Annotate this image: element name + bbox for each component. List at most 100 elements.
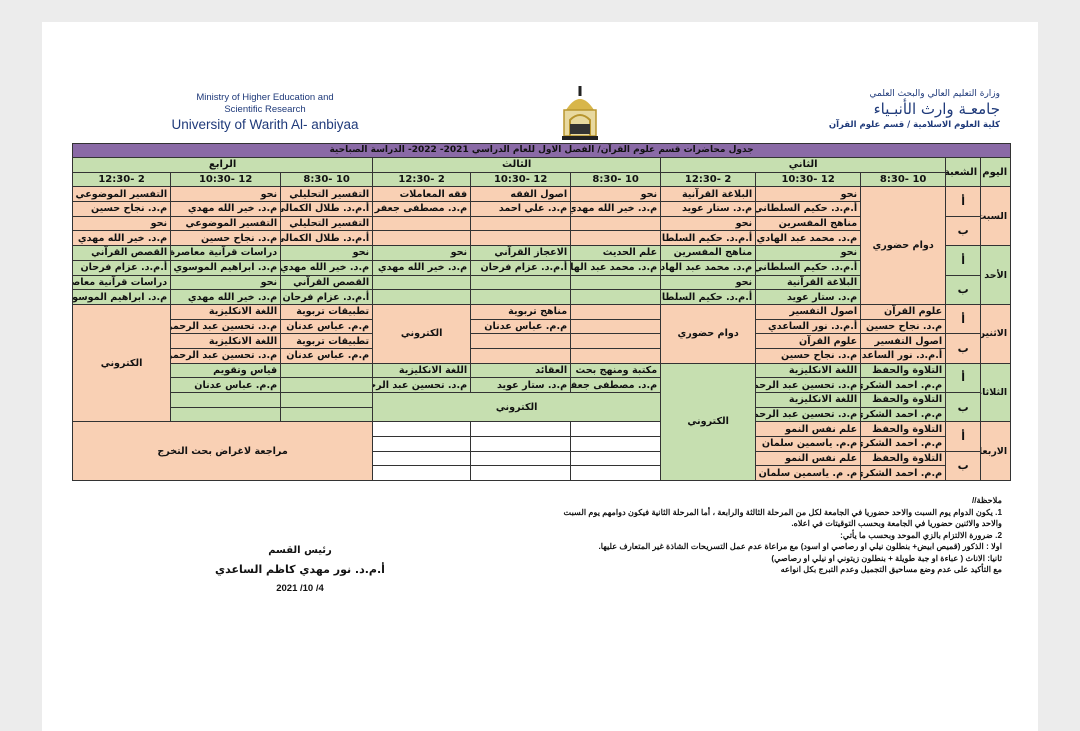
section-cell: أ	[945, 362, 982, 394]
subject-cell: اللغة الانكليزية	[755, 362, 862, 379]
stage-header: الرابع	[71, 157, 374, 173]
teacher-cell: م.د. خير الله مهدي	[570, 201, 662, 217]
teacher-cell: م.د. خير الله مهدي	[170, 289, 282, 305]
teacher-cell	[570, 347, 662, 364]
day-column-header: اليوم	[980, 156, 1012, 188]
subject-cell: اللغة الانكليزية	[170, 333, 282, 349]
teacher-cell	[470, 230, 572, 247]
subject-row: الأحد أ نحو مناهج المفسرين علم الحديث الاعجاز…	[71, 245, 1012, 305]
teacher-cell: م.د. ستار عويد	[470, 377, 572, 393]
subject-row: ب التلاوة والحفظ علم نفس النمو	[73, 450, 1011, 482]
subject-cell: علم نفس النمو	[755, 450, 862, 467]
teacher-row: أ.م.د. نور الساعدي م.د. نجاح حسين م.م. عبا…	[73, 347, 1011, 364]
section-cell: أ	[945, 186, 982, 217]
teacher-cell: م.د. نجاح حسين	[170, 230, 282, 247]
teacher-cell	[372, 436, 472, 452]
section-cell: ب	[945, 333, 982, 364]
teacher-cell: أ.م.د. نور الساعدي	[860, 347, 947, 364]
section-cell: أ	[945, 245, 982, 276]
subject-cell	[170, 392, 282, 408]
section-cell: ب	[945, 215, 982, 247]
teacher-cell: م.د. ستار عويد	[660, 201, 757, 217]
section-cell: ب	[945, 274, 982, 305]
teacher-cell: أ.م.د. طلال الكمالي	[280, 201, 374, 217]
teacher-cell: م.د. تحسين عبد الرحمن	[372, 377, 472, 393]
teacher-cell: أ.م.د. حكيم السلطاني	[660, 289, 757, 305]
teacher-cell	[470, 347, 572, 364]
subject-cell: التلاوة والحفظ	[860, 392, 947, 408]
subject-cell: دراسات قرآنية معاصرة	[170, 245, 282, 261]
teacher-cell: م.د. خير الله مهدي	[372, 259, 472, 276]
teacher-cell: م.م. احمد الشكري	[860, 436, 947, 452]
section-cell: ب	[945, 450, 982, 482]
time-slot-header: 10 -8:30	[280, 171, 374, 188]
subject-cell: البلاغة القرآنية	[660, 186, 757, 203]
subject-cell	[570, 303, 662, 320]
signature-name: أ.م.د. نور مهدي كاظم الساعدي	[215, 563, 385, 576]
teacher-row: م.د. نجاح حسين أ.م.د. نور الساعدي م.م. عبا…	[73, 318, 1011, 335]
teacher-cell: م.م. عباس عدنان	[280, 347, 374, 364]
time-slot-header: 10 -8:30	[570, 171, 662, 188]
subject-cell: اصول التفسير	[755, 303, 862, 320]
subject-cell	[570, 333, 662, 349]
subject-cell: علوم القرآن	[860, 303, 947, 320]
signature-date: 2021 /10 /4	[276, 583, 324, 594]
merged-session-cell: دوام حضوري	[860, 186, 947, 305]
subject-cell: نحو	[570, 186, 662, 203]
day-cell: الاربعاء	[980, 421, 1012, 482]
teacher-cell: أ.م.د. طلال الكمالي	[280, 230, 374, 247]
subject-cell	[570, 215, 662, 232]
time-slot-header: 12 -10:30	[755, 171, 862, 188]
subject-cell: اصول التفسير	[860, 333, 947, 349]
schedule-title: جدول محاضرات قسم علوم القرآن/ الفصل الاو…	[71, 143, 1012, 158]
teacher-cell: أ.م.د. حكيم السلطاني	[755, 259, 862, 276]
teacher-row: م.م. احمد الشكري م.د. تحسين عبد الرحمنم.د…	[73, 377, 1011, 393]
university-name-ar: جامعـة وارث الأنبـياء	[873, 100, 1000, 118]
merged-session-cell: الكتروني	[660, 362, 757, 482]
teacher-cell	[280, 377, 374, 393]
section-cell: ب	[945, 391, 982, 423]
subject-cell	[470, 333, 572, 349]
subject-cell: علم نفس النمو	[755, 421, 862, 438]
subject-cell	[372, 450, 472, 467]
subject-cell: نحو	[280, 245, 374, 261]
teacher-cell: أ.م.د. حكيم السلطاني	[755, 201, 862, 217]
subject-cell	[280, 362, 374, 379]
teacher-cell	[570, 318, 662, 335]
subject-cell	[470, 274, 572, 291]
teacher-cell: م.م. ياسمين سلمان	[755, 436, 862, 452]
teacher-cell: م.د. خير الله مهدي	[280, 259, 374, 276]
teacher-cell: م.م. احمد الشكري	[860, 377, 947, 393]
teacher-cell: م.م. احمد الشكري	[860, 406, 947, 423]
note-line: ثانيا: الاناث ( عباءة او جبة طويلة + بنط…	[771, 553, 1002, 563]
teacher-row: م.م. احمد الشكري م. م. ياسمين سلمان	[73, 465, 1011, 482]
time-slot-header: 12 -10:30	[170, 171, 282, 188]
subject-cell: علوم القرآن	[755, 333, 862, 349]
teacher-cell	[280, 406, 374, 423]
subject-cell: البلاغة القرآنية	[755, 274, 862, 291]
teacher-cell	[372, 289, 472, 305]
teacher-cell	[470, 465, 572, 482]
subject-cell: نحو	[71, 215, 172, 232]
lecture-schedule-table: جدول محاضرات قسم علوم القرآن/ الفصل الاو…	[71, 143, 1012, 482]
note-line: 2. ضرورة الالتزام بالزي الموحد وبحسب ما …	[840, 530, 1002, 540]
subject-cell: تطبيقات تربوية	[280, 303, 374, 320]
subject-cell: التلاوة والحفظ	[860, 421, 947, 438]
teacher-cell: أ.م.د. نور الساعدي	[755, 318, 862, 335]
merged-session-cell: الكتروني	[71, 303, 172, 423]
teacher-cell: م.د. تحسين عبد الرحمن	[170, 318, 282, 335]
teacher-cell	[470, 436, 572, 452]
university-logo	[562, 86, 598, 140]
teacher-cell: م. م. ياسمين سلمان	[755, 465, 862, 482]
subject-cell: نحو	[660, 274, 757, 291]
signature-role: رئيس القسم	[268, 545, 332, 556]
subject-cell: اصول الفقه	[470, 186, 572, 203]
day-cell: الأحد	[980, 245, 1012, 305]
ministry-line-2: Scientific Research	[224, 104, 306, 115]
